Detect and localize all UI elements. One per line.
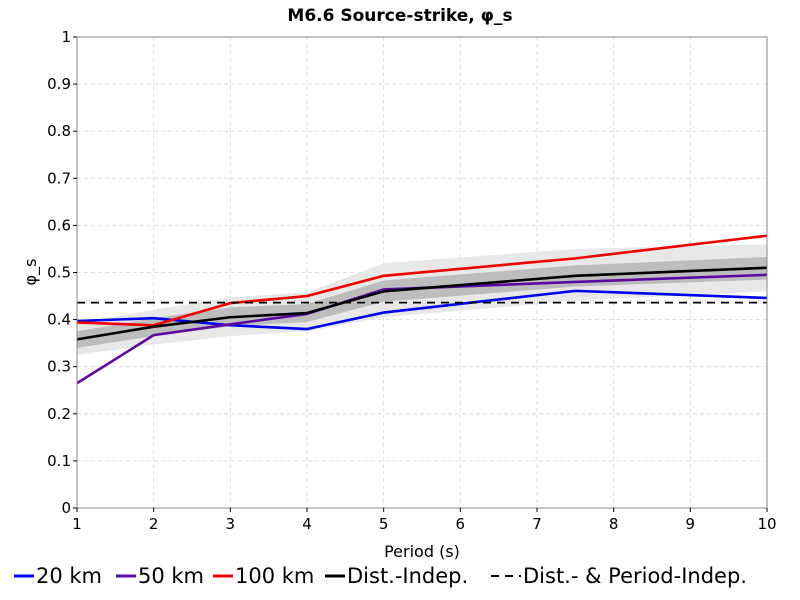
- x-tick-label: 5: [379, 515, 389, 533]
- y-tick-label: 0.4: [47, 311, 71, 329]
- legend-label-1: 50 km: [138, 564, 204, 588]
- legend-label-3: Dist.-Indep.: [347, 564, 468, 588]
- series-lines: [76, 234, 768, 385]
- x-tick-label: 1: [72, 515, 82, 533]
- x-tick-label: 4: [302, 515, 312, 533]
- series-line-3: [76, 266, 768, 341]
- y-tick-label: 0.7: [47, 169, 71, 187]
- x-tick-label: 8: [609, 515, 619, 533]
- y-tick-label: 0.6: [47, 216, 71, 234]
- y-tick-label: 0.1: [47, 452, 71, 470]
- chart-title: M6.6 Source-strike, φ_s: [287, 6, 512, 26]
- y-tick-label: 0.3: [47, 358, 71, 376]
- legend-label-4: Dist.- & Period-Indep.: [523, 564, 747, 588]
- x-tick-label: 9: [686, 515, 696, 533]
- x-tick-label: 10: [757, 515, 776, 533]
- y-tick-label: 0: [61, 499, 71, 517]
- legend-label-2: 100 km: [235, 564, 314, 588]
- x-tick-label: 7: [532, 515, 542, 533]
- series-line-2: [76, 234, 768, 327]
- y-tick-label: 1: [61, 28, 71, 46]
- y-axis-label: φ_s: [21, 259, 41, 286]
- x-axis-label: Period (s): [384, 542, 460, 561]
- x-tick-label: 3: [226, 515, 236, 533]
- x-tick-label: 2: [149, 515, 159, 533]
- confidence-bands: [77, 244, 767, 355]
- band-1: [77, 256, 767, 348]
- y-tick-label: 0.5: [47, 264, 71, 282]
- y-tick-label: 0.2: [47, 405, 71, 423]
- legend-label-0: 20 km: [36, 564, 102, 588]
- band-0: [77, 244, 767, 355]
- y-tick-label: 0.9: [47, 75, 71, 93]
- legend: 20 km 50 km 100 km Dist.-Indep. Dist.- & Per…: [14, 564, 747, 588]
- series-line-0: [76, 289, 768, 331]
- y-tick-label: 0.8: [47, 122, 71, 140]
- x-tick-label: 6: [456, 515, 466, 533]
- y-axis-ticks: 0 0.1 0.2 0.3 0.4 0.5 0.6 0.7 0.8 0.9 1: [47, 28, 77, 517]
- x-axis-ticks: 1 2 3 4 5 6 7 8 9 10: [72, 508, 777, 533]
